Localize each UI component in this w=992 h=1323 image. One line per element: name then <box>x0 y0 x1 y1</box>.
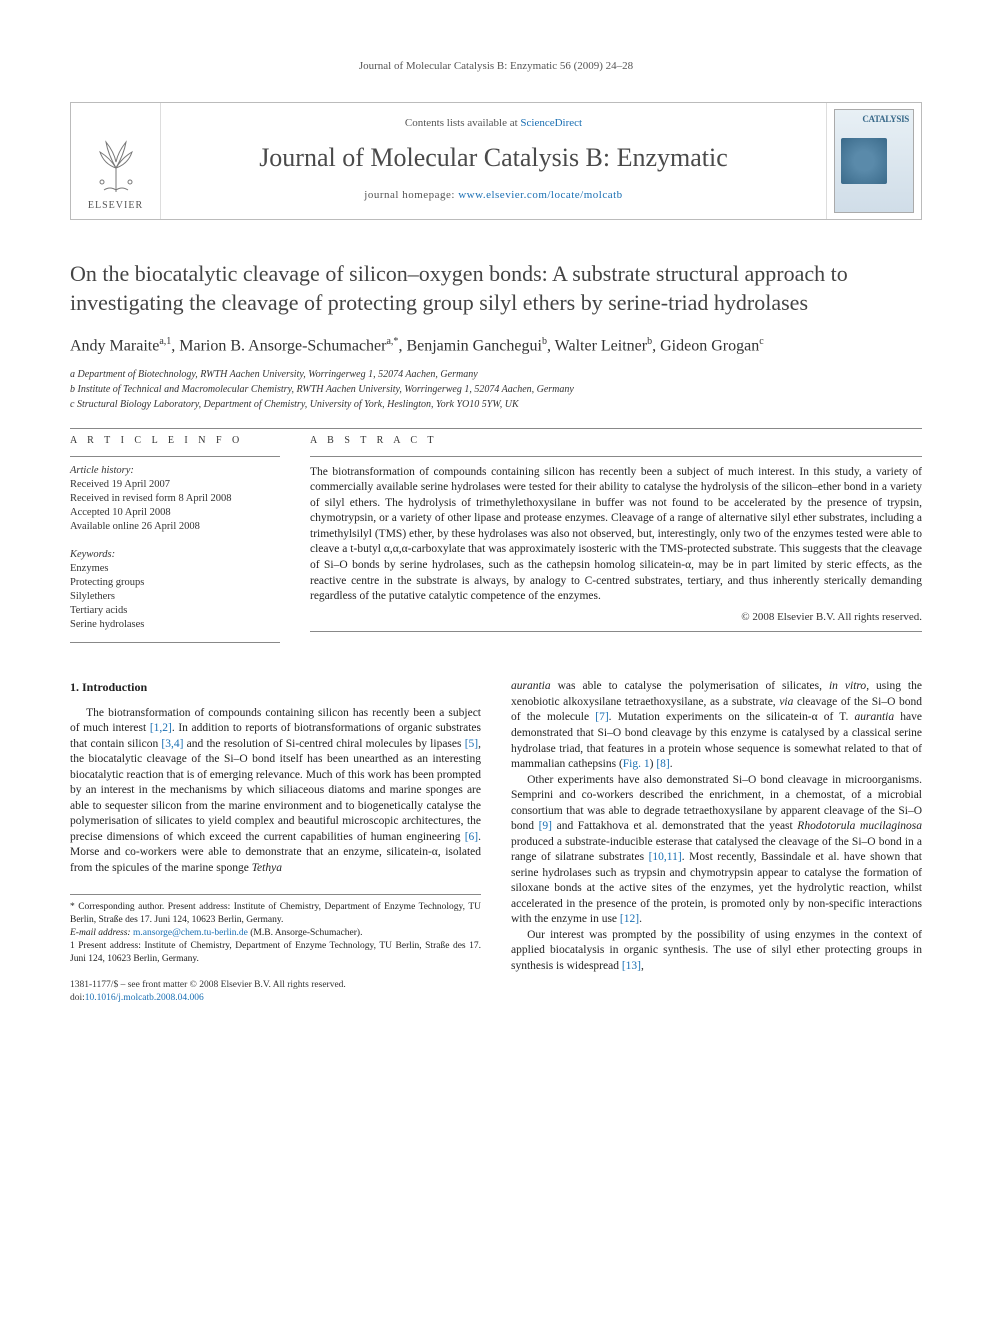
doi-prefix: doi: <box>70 993 85 1003</box>
journal-name: Journal of Molecular Catalysis B: Enzyma… <box>171 143 816 173</box>
homepage-prefix: journal homepage: <box>364 189 458 201</box>
sciencedirect-link[interactable]: ScienceDirect <box>520 117 582 129</box>
article-info-column: A R T I C L E I N F O Article history: R… <box>70 435 280 644</box>
doi-link[interactable]: 10.1016/j.molcatb.2008.04.006 <box>85 993 204 1003</box>
email-link[interactable]: m.ansorge@chem.tu-berlin.de <box>133 928 248 938</box>
abstract-text: The biotransformation of compounds conta… <box>310 465 922 605</box>
keyword-4: Tertiary acids <box>70 604 280 618</box>
history-revised: Received in revised form 8 April 2008 <box>70 492 280 506</box>
journal-cover-thumbnail: CATALYSIS <box>834 109 914 213</box>
keyword-3: Silylethers <box>70 590 280 604</box>
body-column-left: 1. Introduction The biotransformation of… <box>70 679 481 1005</box>
present-address-note: 1 Present address: Institute of Chemistr… <box>70 940 481 966</box>
keyword-5: Serine hydrolases <box>70 618 280 632</box>
cover-art-icon <box>841 138 887 184</box>
page-footer: 1381-1177/$ – see front matter © 2008 El… <box>70 979 481 1005</box>
author-list: Andy Maraitea,1, Marion B. Ansorge-Schum… <box>70 335 922 358</box>
keyword-2: Protecting groups <box>70 576 280 590</box>
affiliation-c: c Structural Biology Laboratory, Departm… <box>70 398 922 412</box>
divider-rule <box>70 428 922 429</box>
publisher-label: ELSEVIER <box>88 200 143 211</box>
corresponding-author-note: * Corresponding author. Present address:… <box>70 901 481 927</box>
journal-masthead: ELSEVIER Contents lists available at Sci… <box>70 102 922 220</box>
homepage-link[interactable]: www.elsevier.com/locate/molcatb <box>458 189 622 201</box>
abstract-subrule <box>310 456 922 457</box>
email-suffix: (M.B. Ansorge-Schumacher). <box>248 928 363 938</box>
intro-paragraph-1: The biotransformation of compounds conta… <box>70 706 481 877</box>
front-matter-line: 1381-1177/$ – see front matter © 2008 El… <box>70 979 481 992</box>
history-label: Article history: <box>70 465 280 476</box>
elsevier-tree-icon <box>86 134 146 194</box>
body-two-column: 1. Introduction The biotransformation of… <box>70 679 922 1005</box>
cover-thumb-block: CATALYSIS <box>826 103 921 219</box>
affiliation-a: a Department of Biotechnology, RWTH Aach… <box>70 368 922 382</box>
abstract-column: A B S T R A C T The biotransformation of… <box>310 435 922 644</box>
keywords-label: Keywords: <box>70 549 280 560</box>
contents-prefix: Contents lists available at <box>405 117 520 129</box>
abstract-bottom-rule <box>310 631 922 632</box>
history-online: Available online 26 April 2008 <box>70 520 280 534</box>
homepage-line: journal homepage: www.elsevier.com/locat… <box>171 189 816 201</box>
publisher-logo-block: ELSEVIER <box>71 103 161 219</box>
contents-available-line: Contents lists available at ScienceDirec… <box>171 117 816 129</box>
info-bottom-rule <box>70 642 280 643</box>
keyword-1: Enzymes <box>70 562 280 576</box>
affiliation-b: b Institute of Technical and Macromolecu… <box>70 383 922 397</box>
info-subrule <box>70 456 280 457</box>
doi-line: doi:10.1016/j.molcatb.2008.04.006 <box>70 992 481 1005</box>
page-root: Journal of Molecular Catalysis B: Enzyma… <box>0 0 992 1045</box>
history-received: Received 19 April 2007 <box>70 478 280 492</box>
footnotes-block: * Corresponding author. Present address:… <box>70 894 481 965</box>
info-abstract-row: A R T I C L E I N F O Article history: R… <box>70 435 922 644</box>
article-title: On the biocatalytic cleavage of silicon–… <box>70 260 922 317</box>
affiliation-list: a Department of Biotechnology, RWTH Aach… <box>70 368 922 412</box>
running-head: Journal of Molecular Catalysis B: Enzyma… <box>70 60 922 72</box>
intro-paragraph-2: Other experiments have also demonstrated… <box>511 773 922 928</box>
article-info-head: A R T I C L E I N F O <box>70 435 280 450</box>
email-line: E-mail address: m.ansorge@chem.tu-berlin… <box>70 927 481 940</box>
abstract-head: A B S T R A C T <box>310 435 922 450</box>
history-accepted: Accepted 10 April 2008 <box>70 506 280 520</box>
abstract-copyright: © 2008 Elsevier B.V. All rights reserved… <box>310 611 922 623</box>
email-label: E-mail address: <box>70 928 133 938</box>
body-column-right: aurantia was able to catalyse the polyme… <box>511 679 922 1005</box>
intro-paragraph-1-cont: aurantia was able to catalyse the polyme… <box>511 679 922 772</box>
intro-paragraph-3: Our interest was prompted by the possibi… <box>511 928 922 975</box>
section-1-head: 1. Introduction <box>70 679 481 695</box>
masthead-center: Contents lists available at ScienceDirec… <box>161 103 826 219</box>
cover-brand-text: CATALYSIS <box>862 114 909 124</box>
